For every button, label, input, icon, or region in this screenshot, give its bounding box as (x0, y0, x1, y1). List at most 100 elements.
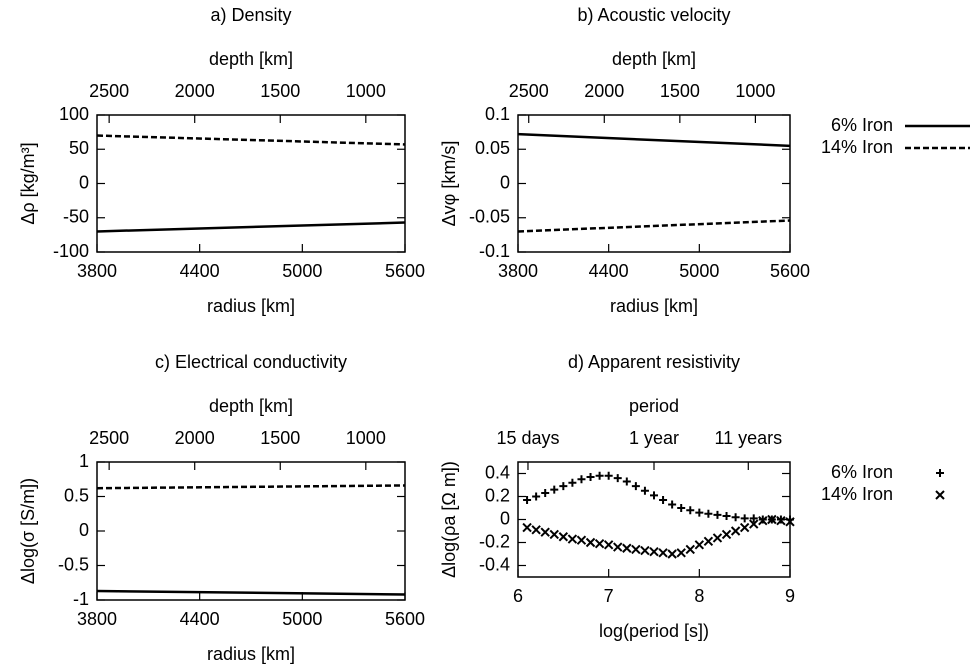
y-tick-label: -50 (63, 207, 89, 227)
data-point (631, 544, 641, 555)
y-tick-label: -1 (73, 589, 89, 609)
x-tick-label: 5000 (282, 261, 322, 281)
y-tick-label: 0.1 (485, 104, 510, 124)
data-point (712, 533, 723, 543)
data-point (550, 485, 559, 494)
data-point (541, 489, 550, 498)
x2-axis-label: depth [km] (209, 396, 293, 416)
data-point (749, 514, 758, 523)
plot-frame (96, 114, 406, 253)
x-axis-label: log(period [s]) (599, 621, 709, 641)
data-point (640, 486, 649, 495)
x-tick-label: 4400 (180, 261, 220, 281)
data-point (686, 506, 695, 515)
chart-title: a) Density (210, 5, 291, 25)
x-tick-label: 5000 (282, 609, 322, 629)
data-point (758, 515, 768, 526)
data-point (749, 519, 759, 529)
series-line (96, 221, 406, 233)
x-tick-label: 3800 (498, 261, 538, 281)
y-tick-label: 50 (69, 138, 89, 158)
data-point (722, 512, 731, 521)
data-point (650, 491, 658, 500)
y-tick-label: 0.4 (485, 462, 510, 482)
data-point (740, 514, 749, 523)
x-tick-label: 4400 (589, 261, 629, 281)
data-point (622, 477, 631, 486)
x2-tick-label: 1 year (629, 428, 679, 448)
data-point (659, 495, 668, 504)
data-point (739, 522, 750, 533)
data-point (767, 514, 777, 525)
data-point (522, 522, 532, 533)
y-tick-label: 0 (79, 172, 89, 192)
data-point (676, 548, 686, 558)
x2-tick-label: 2000 (175, 428, 215, 448)
x2-axis-label: depth [km] (612, 49, 696, 69)
x2-tick-label: 11 years (714, 428, 782, 448)
data-point (703, 536, 714, 547)
y-tick-label: -0.4 (479, 554, 510, 574)
x2-tick-label: 1000 (346, 428, 386, 448)
data-point (594, 538, 605, 549)
data-point (721, 529, 732, 540)
x2-tick-label: 1500 (260, 81, 300, 101)
y-tick-label: -0.1 (479, 241, 510, 261)
data-point (613, 542, 623, 552)
x-tick-label: 6 (513, 586, 523, 606)
data-point (677, 504, 686, 512)
y-tick-label: 0.5 (64, 485, 89, 505)
data-point (631, 482, 640, 491)
y-tick-label: 1 (79, 451, 89, 471)
legend-label: 6% Iron (831, 115, 893, 135)
data-point (785, 517, 795, 527)
data-point (586, 472, 595, 481)
data-point (576, 535, 587, 545)
series-line (517, 219, 791, 233)
data-point (649, 546, 659, 557)
data-point (694, 540, 705, 550)
x2-axis-label: depth [km] (209, 49, 293, 69)
y-tick-label: 0.2 (485, 485, 510, 505)
x2-tick-label: 1000 (735, 81, 775, 101)
x-tick-label: 8 (694, 586, 704, 606)
plot-frame (96, 461, 406, 601)
x-tick-label: 5600 (385, 261, 425, 281)
x2-tick-label: 2000 (175, 81, 215, 101)
data-point (604, 471, 613, 480)
data-point (531, 525, 541, 535)
data-point (668, 500, 677, 509)
data-point (549, 529, 559, 540)
data-point (658, 548, 668, 558)
data-point (577, 475, 586, 484)
y-axis-label: Δvφ [km/s] (439, 141, 459, 227)
y-tick-label: -0.2 (479, 531, 510, 551)
chart-title: c) Electrical conductivity (155, 352, 347, 372)
legend-label: 6% Iron (831, 462, 893, 482)
x-axis-label: radius [km] (207, 296, 295, 316)
x-tick-label: 5600 (385, 609, 425, 629)
data-point (640, 545, 650, 556)
legend-label: 14% Iron (821, 137, 893, 157)
data-point (595, 471, 604, 480)
y-axis-label: Δlog(ρa [Ω m]) (439, 461, 459, 578)
data-point (603, 540, 614, 550)
data-point (695, 508, 704, 517)
x-tick-label: 5000 (679, 261, 719, 281)
y-tick-label: -100 (53, 241, 89, 261)
y-tick-label: 0.05 (475, 138, 510, 158)
data-point (523, 495, 532, 504)
data-point (776, 515, 786, 526)
data-point (622, 543, 632, 553)
x2-tick-label: 15 days (496, 428, 559, 448)
y-tick-label: 100 (59, 104, 89, 124)
x2-tick-label: 1500 (660, 81, 700, 101)
data-point (685, 544, 695, 555)
x-tick-label: 7 (604, 586, 614, 606)
data-point (532, 492, 541, 501)
data-point (540, 527, 550, 537)
x2-tick-label: 1500 (260, 428, 300, 448)
data-point (558, 532, 569, 542)
